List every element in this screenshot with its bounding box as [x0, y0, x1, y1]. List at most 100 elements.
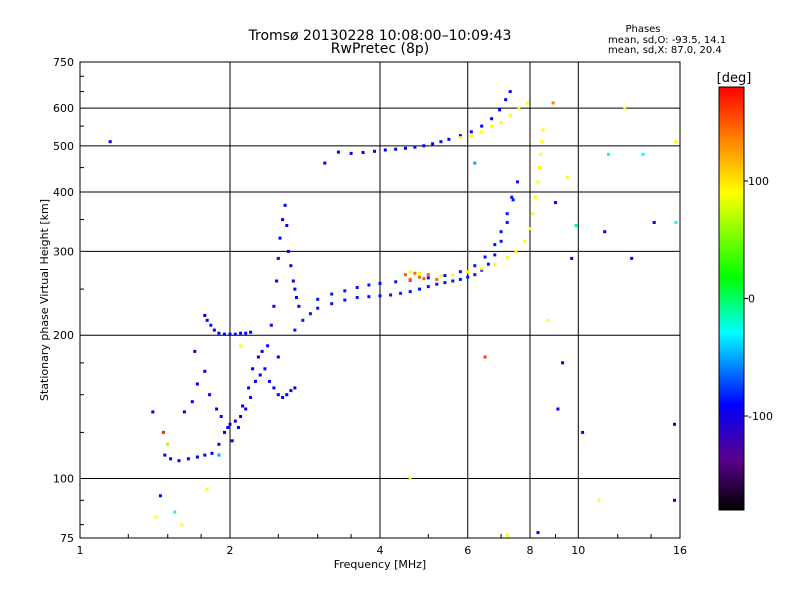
data-point — [217, 331, 221, 335]
data-point — [316, 297, 320, 301]
data-point — [426, 285, 430, 289]
data-point — [226, 426, 230, 429]
data-point — [278, 236, 282, 240]
data-point — [422, 277, 426, 281]
data-point — [439, 140, 443, 144]
data-point — [289, 264, 293, 268]
data-point — [272, 304, 276, 308]
data-point — [241, 404, 245, 408]
data-point — [439, 274, 443, 278]
data-point — [244, 407, 248, 411]
x-tick-label: 6 — [464, 544, 471, 557]
data-point — [537, 166, 541, 170]
data-point — [498, 108, 502, 112]
data-point — [404, 273, 407, 277]
data-point — [531, 212, 535, 216]
data-point — [286, 249, 290, 253]
data-point — [673, 498, 676, 502]
data-point — [630, 256, 634, 260]
data-point — [607, 152, 610, 156]
y-tick-label: 200 — [53, 329, 74, 342]
data-point — [263, 367, 267, 371]
colorbar — [718, 86, 745, 511]
chart-title: Tromsø 20130228 10:08:00–10:09:43 — [248, 28, 512, 44]
data-point — [343, 298, 347, 302]
data-point — [247, 386, 251, 390]
data-point — [237, 426, 240, 429]
data-point — [408, 290, 412, 294]
data-point — [308, 312, 312, 316]
data-point — [466, 270, 470, 274]
data-point — [251, 367, 255, 371]
data-point — [215, 407, 219, 411]
data-point — [355, 296, 359, 299]
data-point — [673, 422, 676, 426]
data-point — [641, 152, 645, 156]
data-point — [447, 137, 451, 141]
data-point — [499, 120, 503, 124]
data-point — [469, 130, 473, 134]
data-point — [493, 243, 497, 247]
data-point — [285, 393, 289, 397]
data-point — [268, 379, 271, 383]
data-point — [486, 262, 490, 266]
data-point — [291, 279, 295, 283]
data-point — [205, 487, 209, 491]
data-point — [193, 349, 197, 353]
data-point — [205, 318, 209, 322]
data-point — [293, 328, 297, 332]
y-tick-label: 500 — [53, 140, 74, 153]
data-point — [480, 267, 484, 271]
data-point — [435, 282, 439, 286]
data-point — [473, 264, 477, 268]
data-points-layer — [108, 90, 678, 537]
data-point — [536, 531, 540, 535]
data-point — [483, 355, 487, 359]
data-point — [505, 255, 509, 259]
data-point — [539, 152, 543, 156]
data-point — [203, 453, 207, 457]
data-point — [355, 286, 359, 289]
data-point — [276, 355, 280, 359]
data-point — [343, 289, 347, 293]
data-point — [378, 281, 382, 285]
data-point — [177, 459, 181, 463]
data-point — [293, 386, 297, 390]
data-point — [554, 201, 557, 205]
x-tick-label: 4 — [377, 544, 384, 557]
data-point — [418, 271, 421, 275]
data-point — [443, 281, 447, 285]
data-point — [408, 277, 412, 281]
data-point — [561, 361, 565, 365]
data-point — [349, 151, 353, 155]
data-point — [581, 430, 585, 434]
data-point — [161, 430, 165, 434]
data-point — [154, 515, 158, 519]
data-point — [190, 400, 194, 404]
data-point — [435, 277, 439, 281]
y-tick-label: 400 — [53, 186, 74, 199]
data-point — [408, 270, 412, 274]
data-point — [293, 287, 297, 291]
data-point — [383, 148, 387, 152]
x-tick-label: 10 — [571, 544, 585, 557]
data-point — [511, 198, 515, 202]
data-point — [169, 457, 173, 461]
data-point — [546, 318, 550, 322]
data-point — [212, 328, 216, 332]
data-point — [166, 442, 170, 446]
data-point — [551, 101, 555, 105]
data-point — [244, 331, 248, 335]
x-tick-label: 1 — [77, 544, 84, 557]
data-point — [230, 439, 234, 443]
data-point — [422, 144, 426, 148]
data-point — [570, 256, 574, 260]
data-point — [269, 323, 273, 327]
chart-subtitle: RwPretec (8p) — [331, 41, 429, 57]
data-point — [516, 180, 519, 184]
data-point — [505, 533, 509, 537]
data-point — [151, 410, 155, 414]
data-point — [208, 393, 212, 397]
data-point — [565, 175, 569, 179]
data-point — [517, 106, 521, 110]
